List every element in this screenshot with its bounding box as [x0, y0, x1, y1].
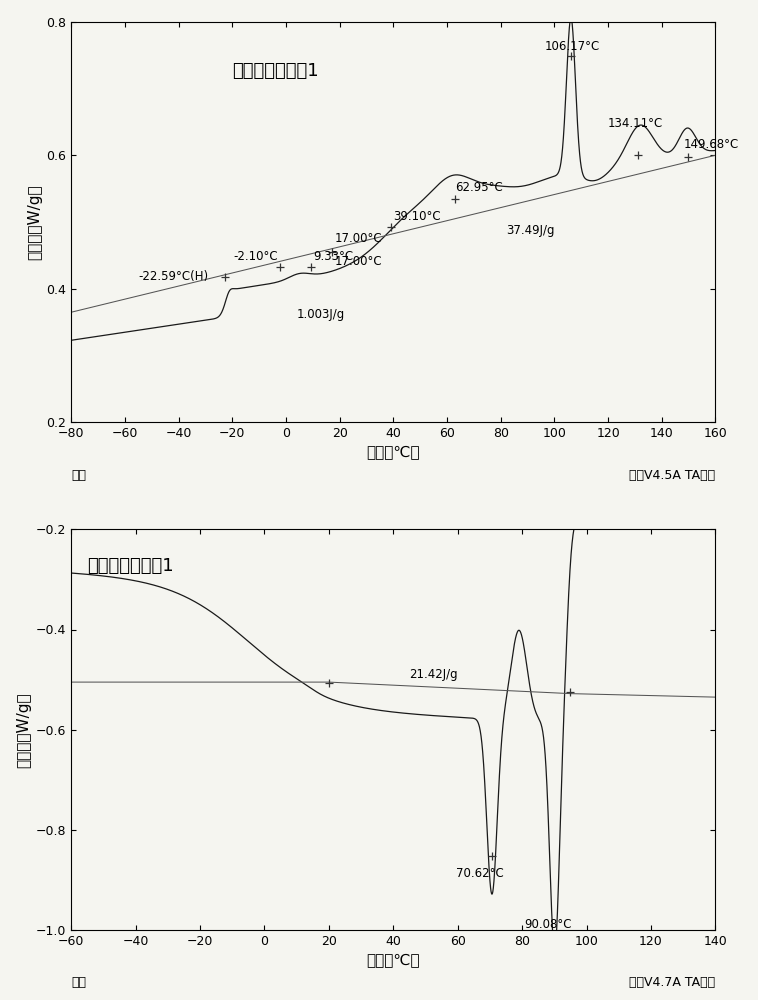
- Text: 134.11°C: 134.11°C: [608, 117, 663, 130]
- Text: 17.00°C: 17.00°C: [334, 255, 382, 268]
- Text: 37.49J/g: 37.49J/g: [506, 224, 555, 237]
- Text: 39.10°C: 39.10°C: [393, 210, 441, 223]
- Text: 149.68°C: 149.68°C: [683, 138, 738, 151]
- Text: 本发明实例对照1: 本发明实例对照1: [87, 557, 174, 575]
- Text: 9.33°C: 9.33°C: [313, 250, 353, 263]
- X-axis label: 温度（℃）: 温度（℃）: [367, 952, 420, 967]
- Text: 通用V4.5A TA仪器: 通用V4.5A TA仪器: [629, 469, 716, 482]
- Text: 外下: 外下: [71, 469, 86, 482]
- Text: 通用V4.7A TA仪器: 通用V4.7A TA仪器: [629, 976, 716, 989]
- Y-axis label: 热流量（W/g）: 热流量（W/g）: [17, 692, 32, 768]
- Text: 1.003J/g: 1.003J/g: [296, 308, 345, 321]
- Text: 90.08°C: 90.08°C: [525, 918, 572, 931]
- X-axis label: 温度（℃）: 温度（℃）: [367, 444, 420, 459]
- Text: 70.62°C: 70.62°C: [456, 867, 504, 880]
- Text: 21.42J/g: 21.42J/g: [409, 668, 458, 681]
- Text: 62.95°C: 62.95°C: [455, 181, 503, 194]
- Text: -22.59°C(H): -22.59°C(H): [138, 270, 208, 283]
- Text: 本发明实例对照1: 本发明实例对照1: [232, 62, 319, 80]
- Text: -2.10°C: -2.10°C: [233, 250, 278, 263]
- Text: 106.17°C: 106.17°C: [544, 40, 600, 53]
- Text: 外下: 外下: [71, 976, 86, 989]
- Text: 17.00°C: 17.00°C: [334, 232, 382, 245]
- Y-axis label: 热流量（W/g）: 热流量（W/g）: [27, 184, 42, 260]
